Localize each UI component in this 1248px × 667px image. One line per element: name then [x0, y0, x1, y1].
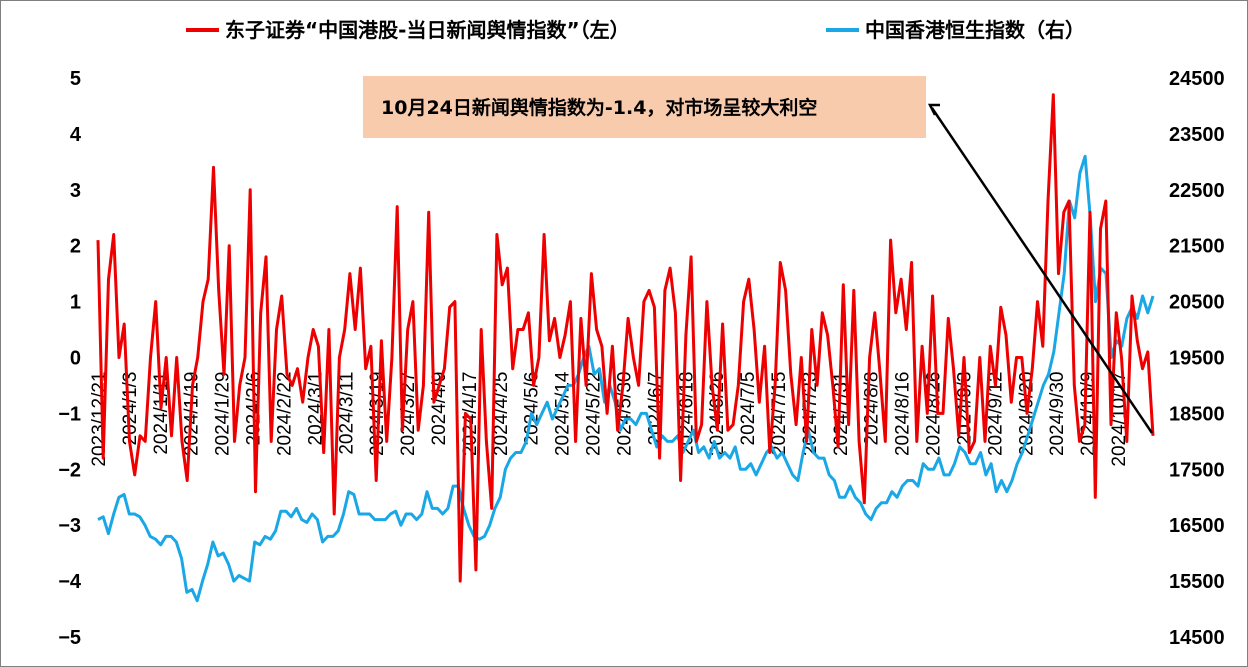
y-left-tick-label: 1	[70, 292, 81, 314]
legend-label-sentiment: 东子证券“中国港股-当日新闻舆情指数”（左）	[225, 18, 630, 42]
y-right-tick-label: 17500	[1169, 459, 1225, 481]
annotation-box	[363, 76, 926, 138]
x-tick-label: 2024/5/6	[522, 372, 543, 446]
x-tick-label: 2024/9/30	[1047, 372, 1068, 457]
annotation-arrow-line	[930, 107, 1154, 434]
legend: 东子证券“中国港股-当日新闻舆情指数”（左） 中国香港恒生指数（右）	[186, 18, 1085, 42]
x-tick-label: 2024/8/16	[893, 372, 914, 457]
y-right-tick-label: 24500	[1169, 68, 1225, 90]
y-right-tick-label: 15500	[1169, 571, 1225, 593]
y-axis-right: 24500 23500 22500 21500 20500 19500 18500 17500…	[1169, 68, 1225, 649]
series-line-sentiment	[96, 93, 1155, 583]
y-right-tick-label: 23500	[1169, 124, 1225, 146]
x-tick-label: 2024/2/22	[274, 372, 295, 457]
x-tick-label: 2024/1/11	[151, 372, 172, 455]
annotation-text: 10月24日新闻舆情指数为-1.4，对市场呈较大利空	[381, 96, 817, 119]
y-left-tick-label: 3	[70, 180, 81, 202]
y-axis-left: 5 4 3 2 1 0 −1 −2 −3 −4 −5	[58, 68, 82, 649]
x-tick-label: 2024/3/11	[336, 372, 357, 455]
legend-label-hsi: 中国香港恒生指数（右）	[865, 18, 1085, 42]
x-tick-label: 2023/12/21	[89, 372, 110, 467]
y-left-tick-label: 5	[70, 68, 81, 90]
x-tick-label: 2024/5/30	[614, 372, 635, 457]
y-right-tick-label: 20500	[1169, 292, 1225, 314]
annotation: 10月24日新闻舆情指数为-1.4，对市场呈较大利空	[363, 76, 1154, 434]
y-right-tick-label: 16500	[1169, 515, 1225, 537]
y-right-tick-label: 18500	[1169, 403, 1225, 425]
y-left-tick-label: −4	[58, 571, 82, 593]
x-tick-label: 2024/4/25	[491, 372, 512, 457]
y-left-tick-label: −3	[58, 515, 81, 537]
y-right-tick-label: 14500	[1169, 627, 1225, 649]
y-right-tick-label: 21500	[1169, 236, 1225, 258]
x-tick-label: 2024/7/5	[738, 372, 759, 446]
y-left-tick-label: −2	[58, 459, 81, 481]
y-right-tick-label: 19500	[1169, 348, 1225, 370]
x-tick-label: 2024/5/22	[584, 372, 605, 457]
x-tick-label: 2024/9/12	[985, 372, 1006, 457]
y-left-tick-label: 2	[70, 236, 81, 258]
y-left-tick-label: 0	[70, 348, 81, 370]
y-right-tick-label: 22500	[1169, 180, 1225, 202]
y-left-tick-label: −5	[58, 627, 81, 649]
x-tick-label: 2024/5/14	[553, 371, 574, 456]
x-tick-label: 2024/1/29	[213, 372, 234, 457]
annotation-arrow-head	[927, 103, 940, 116]
y-left-tick-label: 4	[70, 124, 82, 146]
y-left-tick-label: −1	[58, 403, 81, 425]
x-tick-label: 2024/1/3	[120, 372, 141, 446]
series-line-hsi	[97, 154, 1155, 603]
